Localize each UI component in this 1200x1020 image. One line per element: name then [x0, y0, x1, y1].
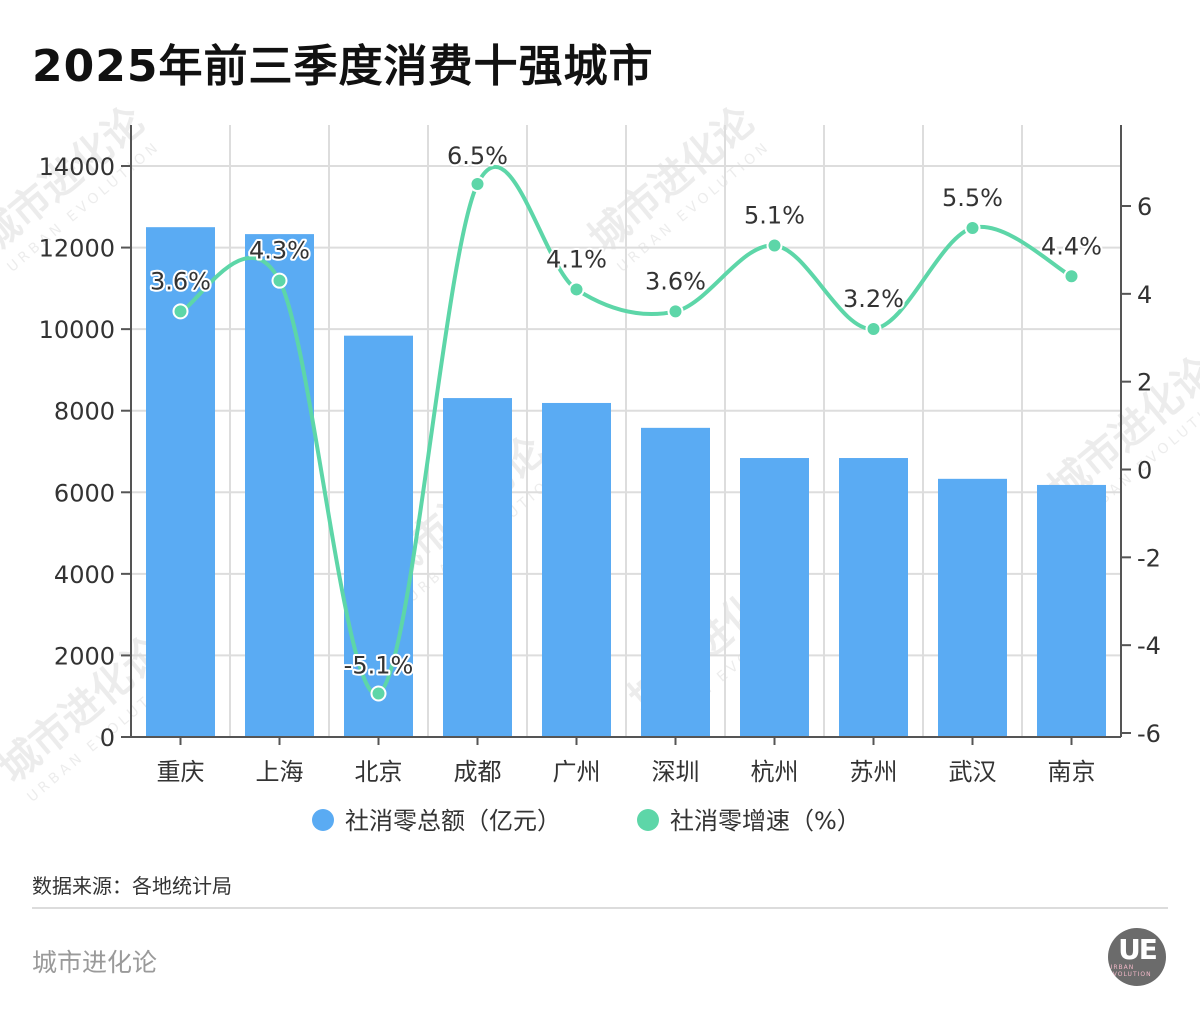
bar-杭州 — [740, 458, 809, 737]
left-axis-tick-label: 8000 — [54, 398, 115, 426]
right-axis-tick-label: 6 — [1137, 193, 1152, 221]
legend-marker-icon — [637, 809, 659, 831]
growth-data-label: 6.5% — [447, 142, 508, 170]
bar-成都 — [443, 398, 512, 737]
logo-subtext: URBAN EVOLUTION — [1108, 964, 1152, 978]
bar-上海 — [245, 234, 314, 738]
bar-北京 — [344, 335, 413, 737]
category-label: 北京 — [355, 758, 403, 786]
bar-武汉 — [938, 478, 1007, 737]
right-axis-tick-label: -2 — [1137, 544, 1161, 572]
left-axis-tick-label: 2000 — [54, 642, 115, 670]
brand-logo-icon: UE URBAN EVOLUTION — [1108, 928, 1166, 986]
growth-data-label: 5.5% — [942, 184, 1003, 212]
growth-line — [179, 164, 1073, 696]
category-label: 武汉 — [949, 758, 997, 786]
growth-point — [370, 685, 387, 702]
logo-monogram: UE — [1118, 933, 1158, 966]
category-label: 上海 — [256, 758, 304, 786]
legend-marker-icon — [312, 809, 334, 831]
legend-item[interactable]: 社消零总额（亿元） — [312, 807, 561, 835]
growth-point — [568, 281, 585, 298]
brand-name: 城市进化论 — [32, 948, 158, 977]
chart-title: 2025年前三季度消费十强城市 — [32, 41, 654, 92]
left-axis-tick-label: 6000 — [54, 479, 115, 507]
category-label: 深圳 — [652, 758, 700, 786]
legend-item[interactable]: 社消零增速（%） — [637, 807, 861, 835]
line-series: 3.6% 4.3% -5.1% 6.5% 4.1% 3.6% 5.1% 3.2% 5.5% 4.4… — [148, 140, 1104, 702]
growth-point — [172, 303, 189, 320]
growth-data-label: 3.6% — [645, 267, 706, 295]
data-source-note: 数据来源：各地统计局 — [32, 874, 232, 898]
bar-深圳 — [641, 427, 710, 737]
legend-label: 社消零总额（亿元） — [345, 807, 561, 835]
growth-data-label: -5.1% — [344, 651, 414, 679]
growth-point — [1063, 268, 1080, 285]
growth-data-label: 3.2% — [843, 285, 904, 313]
category-label: 成都 — [454, 758, 502, 786]
left-axis-tick-label: 14000 — [39, 153, 115, 181]
category-label: 广州 — [553, 758, 601, 786]
growth-point — [667, 303, 684, 320]
right-axis-tick-label: -6 — [1137, 720, 1161, 748]
category-label: 重庆 — [157, 758, 205, 786]
growth-data-label: 4.3% — [249, 237, 310, 265]
right-axis-tick-label: 2 — [1137, 369, 1152, 397]
category-label: 杭州 — [751, 758, 799, 786]
growth-point — [964, 219, 981, 236]
legend-label: 社消零增速（%） — [670, 807, 861, 835]
growth-data-label: 3.6% — [150, 267, 211, 295]
growth-data-label: 4.1% — [546, 245, 607, 273]
left-axis-tick-label: 0 — [100, 724, 115, 752]
bar-苏州 — [839, 458, 908, 737]
growth-point — [766, 237, 783, 254]
right-axis-tick-label: -4 — [1137, 632, 1161, 660]
category-label: 苏州 — [850, 758, 898, 786]
right-axis-tick-label: 4 — [1137, 281, 1152, 309]
legend: 社消零总额（亿元） 社消零增速（%） — [312, 807, 861, 835]
growth-data-label: 4.4% — [1041, 232, 1102, 260]
growth-point — [271, 272, 288, 289]
growth-data-label: 5.1% — [744, 202, 805, 230]
footer-divider — [32, 907, 1168, 909]
axes: 0 2000 4000 6000 8000 10000 12000 14000 -6 -4 -2 0 2… — [39, 125, 1161, 786]
category-label: 南京 — [1048, 758, 1096, 786]
right-axis-tick-label: 0 — [1137, 457, 1152, 485]
left-axis-tick-label: 4000 — [54, 561, 115, 589]
bar-南京 — [1037, 484, 1106, 737]
left-axis-tick-label: 12000 — [39, 235, 115, 263]
left-axis-tick-label: 10000 — [39, 316, 115, 344]
bar-广州 — [542, 402, 611, 737]
growth-point — [865, 320, 882, 337]
growth-point — [469, 176, 486, 193]
